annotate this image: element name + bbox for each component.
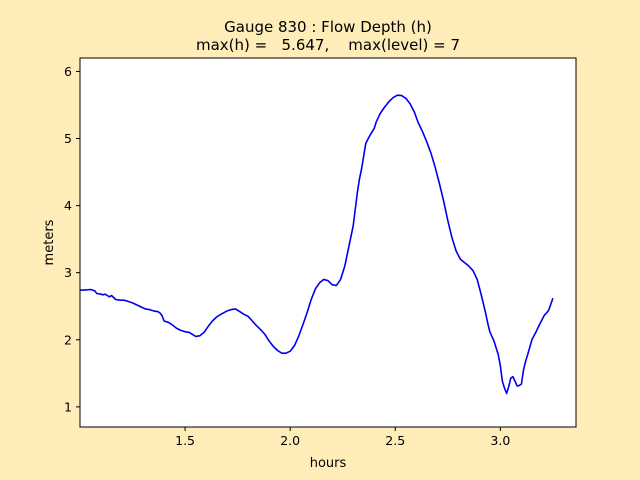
x-tick-label: 2.5 [385,433,405,448]
plot-frame [79,57,577,428]
plot-area [80,58,576,427]
y-tick-label: 4 [64,198,72,213]
y-axis-label: meters [42,219,57,265]
y-tick-label: 6 [64,64,72,79]
chart-title: Gauge 830 : Flow Depth (h) [224,18,432,36]
y-tick-label: 3 [64,265,72,280]
y-tick-label: 1 [64,399,72,414]
x-ticks: 1.5 2.0 2.5 3.0 [175,427,510,448]
series-line [80,94,554,395]
y-tick-label: 5 [64,131,72,146]
x-tick-label: 2.0 [280,433,300,448]
y-tick-label: 2 [64,332,72,347]
x-tick-label: 1.5 [175,433,195,448]
x-tick-label: 3.0 [490,433,510,448]
y-ticks: 1 2 3 4 5 6 [64,64,80,414]
chart-subtitle: max(h) = 5.647, max(level) = 7 [196,36,460,54]
x-axis-label: hours [310,456,347,471]
